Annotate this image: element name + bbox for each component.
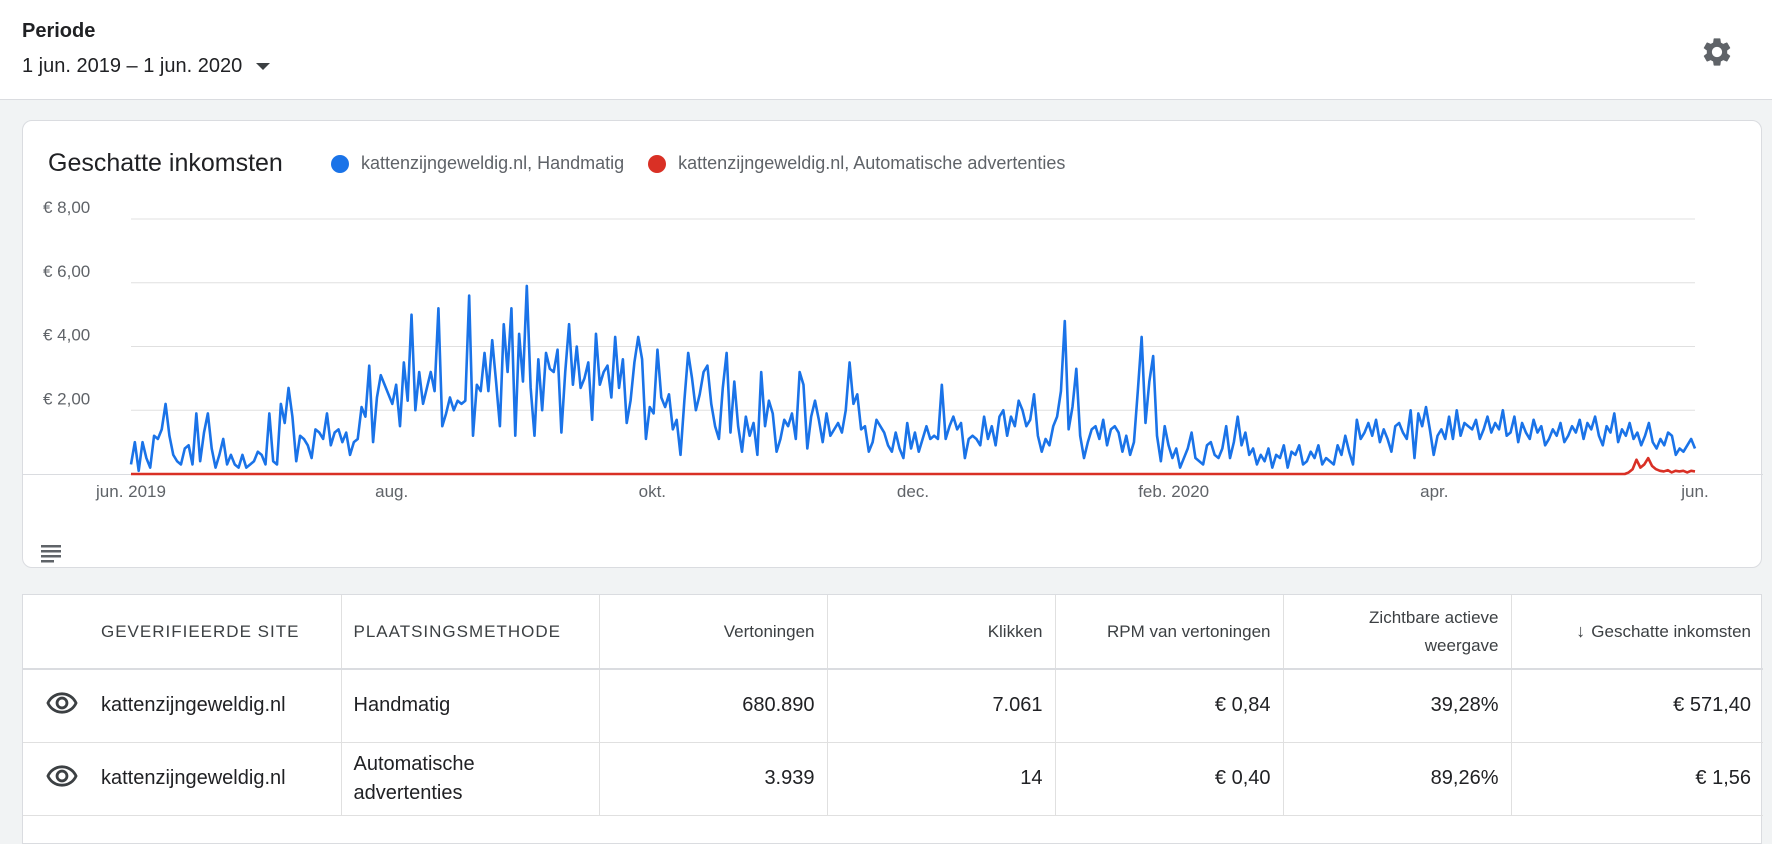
table-row: kattenzijngeweldig.nl Handmatig 680.890 … (23, 669, 1763, 742)
cell-impressions: 3.939 (599, 742, 828, 815)
cell-site: kattenzijngeweldig.nl (101, 742, 342, 815)
y-tick-label: € 8,00 (43, 198, 90, 217)
cell-clicks: 7.061 (827, 669, 1056, 742)
header-earnings[interactable]: ↓ Geschatte inkomsten (1511, 595, 1763, 669)
legend-item-automatisch[interactable]: kattenzijngeweldig.nl, Automatische adve… (648, 153, 1065, 174)
x-tick-label: jun. 2019 (95, 482, 166, 501)
table-view-icon[interactable] (41, 545, 61, 563)
header-impressions[interactable]: Vertoningen (599, 595, 828, 669)
visibility-toggle[interactable] (23, 669, 101, 742)
legend-dot-red (648, 154, 667, 173)
cell-earnings: € 1,56 (1695, 767, 1751, 789)
cell-method: Handmatig (341, 669, 600, 742)
cell-earnings: € 571,40 (1673, 694, 1751, 717)
header-clicks[interactable]: Klikken (827, 595, 1056, 669)
arrow-down-icon: ↓ (1576, 621, 1586, 641)
y-tick-label: € 6,00 (43, 262, 90, 281)
earnings-chart-card: € 8,00 € 6,00 € 4,00 € 2,00 jun. 2019 aug. ok… (22, 120, 1763, 568)
series-line-handmatig (129, 284, 1697, 473)
legend-item-handmatig[interactable]: kattenzijngeweldig.nl, Handmatig (331, 153, 624, 174)
period-dropdown[interactable]: 1 jun. 2019 – 1 jun. 2020 (22, 55, 271, 78)
period-label: Periode (22, 20, 96, 42)
header-method[interactable]: PLAATSINGSMETHODE (341, 595, 600, 669)
legend-label: kattenzijngeweldig.nl, Automatische adve… (678, 153, 1066, 173)
x-tick-label: apr. (1420, 482, 1448, 501)
x-tick-label: jun. (1680, 482, 1708, 501)
chart-title: Geschatte inkomsten (48, 149, 283, 177)
cell-rpm: € 0,40 (1055, 742, 1284, 815)
eye-icon (46, 764, 78, 787)
table-row: kattenzijngeweldig.nl Automatische adver… (23, 742, 1763, 815)
x-tick-label: aug. (375, 482, 408, 501)
report-table: GEVERIFIEERDE SITE PLAATSINGSMETHODE Ver… (23, 595, 1763, 816)
period-bar: Periode 1 jun. 2019 – 1 jun. 2020 (0, 0, 1772, 100)
x-tick-label: okt. (639, 482, 666, 501)
header-earnings-label: Geschatte inkomsten (1591, 622, 1751, 641)
header-rpm[interactable]: RPM van vertoningen (1055, 595, 1284, 669)
legend-label: kattenzijngeweldig.nl, Handmatig (361, 153, 625, 173)
chart-legend: kattenzijngeweldig.nl, Handmatig kattenz… (331, 153, 1089, 174)
cell-viewable: 89,26% (1283, 742, 1512, 815)
caret-down-icon (256, 63, 271, 70)
y-tick-label: € 2,00 (43, 389, 90, 408)
gear-icon[interactable] (1700, 35, 1734, 69)
cell-clicks: 14 (827, 742, 1056, 815)
report-table-card: GEVERIFIEERDE SITE PLAATSINGSMETHODE Ver… (22, 594, 1763, 844)
header-viewable[interactable]: Zichtbare actieve weergave (1283, 595, 1512, 669)
cell-viewable: 39,28% (1283, 669, 1512, 742)
eye-icon (46, 692, 78, 714)
series-line-automatisch (131, 456, 1696, 476)
x-tick-label: dec. (897, 482, 929, 501)
cell-impressions: 680.890 (599, 669, 828, 742)
earnings-chart: € 8,00 € 6,00 € 4,00 € 2,00 jun. 2019 aug. ok… (23, 198, 1763, 563)
period-value: 1 jun. 2019 – 1 jun. 2020 (22, 55, 243, 77)
cell-site: kattenzijngeweldig.nl (101, 669, 342, 742)
table-header-row: GEVERIFIEERDE SITE PLAATSINGSMETHODE Ver… (23, 595, 1763, 669)
cell-rpm: € 0,84 (1055, 669, 1284, 742)
visibility-toggle[interactable] (23, 742, 101, 815)
x-tick-label: feb. 2020 (1138, 482, 1209, 501)
cell-method: Automatische advertenties (341, 742, 600, 815)
header-spacer (23, 595, 101, 669)
header-site[interactable]: GEVERIFIEERDE SITE (101, 595, 342, 669)
y-tick-label: € 4,00 (43, 326, 90, 345)
legend-dot-blue (331, 154, 349, 173)
